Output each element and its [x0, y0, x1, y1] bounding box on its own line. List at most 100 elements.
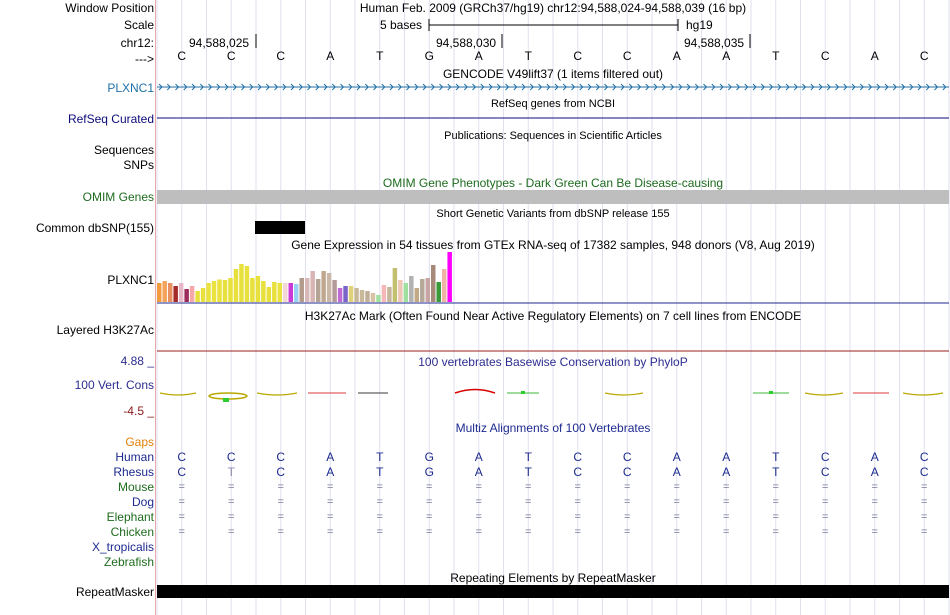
gtex-tissue-bar	[294, 284, 299, 302]
multiz-base: C	[573, 450, 583, 464]
gtex-tissue-bar	[304, 278, 310, 302]
gencode-strand-chevron	[439, 83, 444, 91]
dbsnp-track-title: Short Genetic Variants from dbSNP releas…	[436, 208, 670, 220]
multiz-match-symbol: =	[178, 511, 185, 523]
conservation-signal	[902, 392, 944, 396]
gtex-tissue-bar	[392, 268, 398, 302]
gtex-tissue-bar	[222, 280, 228, 302]
gencode-strand-chevron	[934, 83, 939, 91]
multiz-match-symbol: =	[871, 526, 878, 538]
gtex-tissue-bar	[343, 286, 348, 302]
multiz-base: C	[919, 465, 929, 479]
conservation-signal-peak	[223, 398, 229, 402]
multiz-species-label[interactable]: Zebrafish	[103, 555, 154, 569]
multiz-match-symbol: =	[525, 526, 532, 538]
multiz-base: A	[326, 465, 335, 479]
multiz-species-label[interactable]: Mouse	[117, 480, 154, 494]
multiz-match-symbol: =	[723, 511, 730, 523]
multiz-base: T	[524, 450, 532, 464]
sequence-base: C	[276, 49, 286, 63]
multiz-species-label[interactable]: Rhesus	[113, 465, 154, 479]
gencode-strand-chevron	[331, 83, 336, 91]
gencode-strand-chevron	[241, 83, 246, 91]
gencode-strand-chevron	[678, 83, 683, 91]
sequence-base: C	[622, 49, 632, 63]
multiz-match-symbol: =	[921, 526, 928, 538]
multiz-match-symbol: =	[822, 496, 829, 508]
gtex-tissue-bar	[250, 278, 255, 302]
gencode-strand-chevron	[719, 83, 724, 91]
multiz-match-symbol: =	[574, 511, 581, 523]
gtex-tissue-bar	[217, 279, 222, 302]
gtex-tissue-bar	[447, 252, 452, 302]
multiz-match-symbol: =	[277, 496, 284, 508]
gencode-strand-chevron	[414, 83, 419, 91]
gencode-strand-chevron	[373, 83, 378, 91]
gencode-strand-chevron	[274, 83, 279, 91]
gencode-strand-chevron	[455, 83, 460, 91]
multiz-match-symbol: =	[822, 526, 829, 538]
repeatmasker-track-label[interactable]: RepeatMasker	[75, 585, 154, 599]
gtex-track-label[interactable]: PLXNC1	[107, 273, 154, 287]
dbsnp-track-label[interactable]: Common dbSNP(155)	[35, 221, 154, 235]
multiz-species-label[interactable]: Human	[115, 450, 154, 464]
repeatmasker-track-title: Repeating Elements by RepeatMasker	[450, 571, 656, 585]
label-divider	[155, 0, 156, 615]
gencode-strand-chevron	[612, 83, 617, 91]
multiz-species-label[interactable]: X_tropicalis	[91, 540, 154, 554]
multiz-base: C	[177, 465, 187, 479]
conservation-signal	[804, 392, 844, 396]
multiz-species-label[interactable]: Dog	[131, 495, 154, 509]
gtex-tissue-bar	[189, 286, 195, 302]
gtex-tissue-bar	[376, 295, 381, 302]
gencode-strand-chevron	[859, 83, 864, 91]
gencode-track-label[interactable]: PLXNC1	[107, 81, 154, 95]
gencode-strand-chevron	[694, 83, 699, 91]
multiz-match-symbol: =	[277, 511, 284, 523]
multiz-base: A	[870, 465, 879, 479]
multiz-base: A	[870, 450, 879, 464]
multiz-base: G	[424, 465, 434, 479]
gencode-strand-chevron	[356, 83, 361, 91]
conservation-signal	[454, 388, 496, 394]
multiz-base: A	[722, 465, 731, 479]
publications-snps-label[interactable]: SNPs	[123, 158, 154, 172]
multiz-match-symbol: =	[921, 496, 928, 508]
conservation-track-label[interactable]: 100 Vert. Cons	[74, 378, 154, 392]
gencode-strand-chevron	[389, 83, 394, 91]
position-tick-3: 94,588,035	[684, 36, 745, 50]
multiz-match-symbol: =	[178, 526, 185, 538]
multiz-base: A	[722, 450, 731, 464]
gtex-tissue-bar	[162, 281, 167, 302]
gtex-tissue-bar	[420, 279, 425, 302]
window-position-value: Human Feb. 2009 (GRCh37/hg19) chr12:94,5…	[359, 1, 747, 15]
gencode-strand-chevron	[595, 83, 600, 91]
strand-label: --->	[135, 52, 154, 66]
gtex-tissue-bar	[337, 288, 343, 302]
gencode-strand-chevron	[670, 83, 675, 91]
gencode-strand-chevron	[843, 83, 848, 91]
multiz-species-label[interactable]: Chicken	[110, 525, 154, 539]
gencode-strand-chevron	[521, 83, 526, 91]
multiz-base: C	[573, 465, 583, 479]
multiz-match-symbol: =	[327, 481, 334, 493]
refseq-track-label[interactable]: RefSeq Curated	[67, 112, 154, 126]
sequence-base: C	[919, 49, 929, 63]
conservation-track-title: 100 vertebrates Basewise Conservation by…	[418, 355, 688, 369]
multiz-match-symbol: =	[475, 496, 482, 508]
multiz-gaps-label[interactable]: Gaps	[125, 435, 154, 449]
multiz-match-symbol: =	[574, 526, 581, 538]
gtex-tissue-bar	[414, 288, 420, 302]
gtex-tissue-bar	[167, 283, 173, 302]
multiz-match-symbol: =	[327, 511, 334, 523]
gtex-tissue-bar	[409, 276, 414, 302]
omim-track-label[interactable]: OMIM Genes	[82, 190, 154, 204]
h3k27ac-track-label[interactable]: Layered H3K27Ac	[56, 323, 154, 337]
publications-sequences-label[interactable]: Sequences	[93, 143, 154, 157]
multiz-match-symbol: =	[376, 496, 383, 508]
sequence-base: C	[177, 49, 187, 63]
multiz-species-label[interactable]: Elephant	[106, 510, 154, 524]
multiz-match-symbol: =	[822, 481, 829, 493]
